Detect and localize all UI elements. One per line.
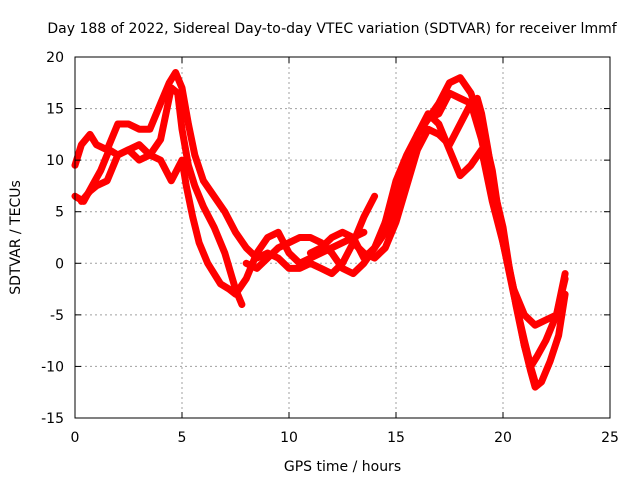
x-tick-label: 20 [494,430,512,446]
y-tick-label: 5 [55,205,64,221]
y-tick-label: 15 [46,102,64,118]
series-line-sat-track-6 [349,94,569,391]
plot-frame [74,56,611,419]
x-tick-label: 25 [601,430,619,446]
series-layer [71,69,569,391]
y-tick-label: 10 [46,153,64,169]
series-line-sat-track-7 [381,110,569,329]
series-line-sat-track-3 [77,141,368,298]
chart-title: Day 188 of 2022, Sidereal Day-to-day VTE… [47,21,617,37]
y-tick-label: -5 [50,308,64,324]
y-tick-label: 0 [55,256,64,272]
series-line-sat-track-2 [71,84,246,308]
series-line-sat-track-1 [71,69,379,278]
x-tick-label: 0 [71,430,80,446]
x-tick-label: 15 [387,430,405,446]
y-axis-label: SDTVAR / TECUs [8,180,24,295]
y-tick-label: -10 [41,359,64,375]
axis-ticks: 0 5 10 15 20 25 -15 -10 -5 0 5 10 15 20 [41,50,619,446]
y-tick-label: -15 [41,411,64,427]
x-tick-label: 5 [178,430,187,446]
x-axis-label: GPS time / hours [284,459,401,475]
x-tick-label: 10 [280,430,298,446]
y-tick-label: 20 [46,50,64,66]
